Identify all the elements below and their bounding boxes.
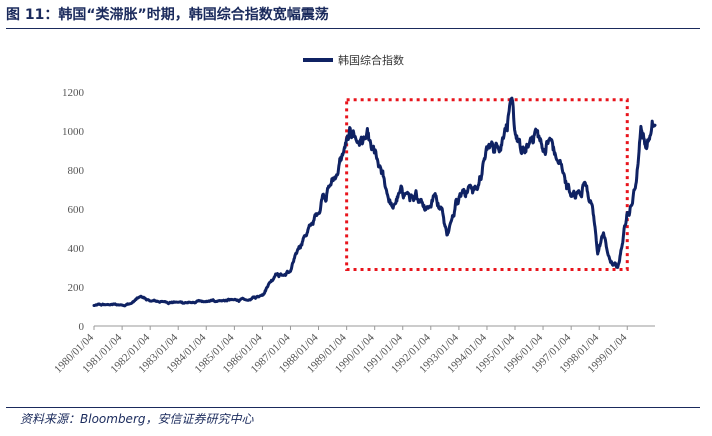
series-line	[92, 96, 657, 308]
footer-rule	[6, 407, 700, 408]
y-tick-label: 600	[68, 204, 85, 216]
y-tick-label: 400	[68, 243, 85, 255]
annotation-layer	[345, 98, 629, 271]
legend-label: 韩国综合指数	[338, 53, 404, 67]
y-axis: 0 200 400 600 800 1000 1200	[62, 87, 85, 333]
source-note: 资料来源：Bloomberg，安信证券研究中心	[20, 412, 254, 426]
y-tick-label: 200	[68, 282, 85, 294]
y-tick-label: 0	[79, 321, 85, 333]
x-axis: 1980/01/041981/01/041982/01/041983/01/04…	[52, 325, 655, 376]
y-tick-label: 800	[68, 165, 85, 177]
korea-index-chart: 韩国综合指数 0 200 400 600 800 1000 1200 1980/01/041…	[52, 53, 657, 376]
highlight-box	[345, 98, 629, 271]
title-rule	[6, 28, 700, 29]
figure-title: 图 11：韩国“类滞胀”时期，韩国综合指数宽幅震荡	[6, 7, 329, 23]
series-layer	[92, 96, 657, 308]
y-tick-label: 1200	[62, 87, 85, 99]
chart-legend: 韩国综合指数	[303, 53, 404, 67]
y-tick-label: 1000	[62, 126, 85, 138]
